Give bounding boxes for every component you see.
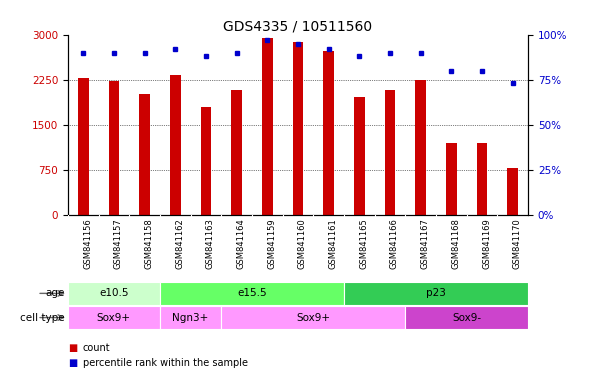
- Text: ■: ■: [68, 358, 77, 368]
- Bar: [344, 282, 528, 305]
- Bar: [139, 94, 150, 215]
- Bar: [323, 51, 334, 215]
- Text: Sox9+: Sox9+: [296, 313, 330, 323]
- Bar: [221, 306, 405, 329]
- Text: percentile rank within the sample: percentile rank within the sample: [83, 358, 248, 368]
- Text: GSM841169: GSM841169: [482, 218, 491, 269]
- Text: Sox9+: Sox9+: [97, 313, 131, 323]
- Bar: [477, 143, 487, 215]
- Text: GSM841162: GSM841162: [175, 218, 184, 269]
- Bar: [354, 97, 365, 215]
- Text: e10.5: e10.5: [99, 288, 129, 298]
- Text: GSM841161: GSM841161: [329, 218, 337, 269]
- Bar: [109, 81, 119, 215]
- Bar: [160, 282, 344, 305]
- Bar: [405, 306, 528, 329]
- Text: e15.5: e15.5: [237, 288, 267, 298]
- Text: GSM841159: GSM841159: [267, 218, 276, 269]
- Text: GSM841168: GSM841168: [451, 218, 460, 269]
- Bar: [78, 78, 88, 215]
- Text: cell type: cell type: [20, 313, 65, 323]
- Text: GSM841167: GSM841167: [421, 218, 430, 269]
- Text: GSM841160: GSM841160: [298, 218, 307, 269]
- Text: GSM841164: GSM841164: [237, 218, 245, 269]
- Bar: [507, 168, 518, 215]
- Bar: [201, 107, 211, 215]
- Bar: [385, 90, 395, 215]
- Text: GDS4335 / 10511560: GDS4335 / 10511560: [224, 19, 372, 33]
- Bar: [293, 42, 303, 215]
- Bar: [68, 282, 160, 305]
- Text: ■: ■: [68, 343, 77, 353]
- Text: GSM841165: GSM841165: [359, 218, 368, 269]
- Text: Sox9-: Sox9-: [452, 313, 481, 323]
- Text: GSM841166: GSM841166: [390, 218, 399, 269]
- Text: Ngn3+: Ngn3+: [172, 313, 209, 323]
- Bar: [446, 143, 457, 215]
- Text: GSM841163: GSM841163: [206, 218, 215, 269]
- Text: GSM841156: GSM841156: [83, 218, 92, 269]
- Bar: [68, 306, 160, 329]
- Text: GSM841170: GSM841170: [513, 218, 522, 269]
- Bar: [415, 80, 426, 215]
- Text: count: count: [83, 343, 110, 353]
- Bar: [170, 76, 181, 215]
- Bar: [231, 90, 242, 215]
- Text: GSM841158: GSM841158: [145, 218, 153, 269]
- Text: age: age: [45, 288, 65, 298]
- Text: p23: p23: [426, 288, 446, 298]
- Text: GSM841157: GSM841157: [114, 218, 123, 269]
- Bar: [160, 306, 221, 329]
- Bar: [262, 38, 273, 215]
